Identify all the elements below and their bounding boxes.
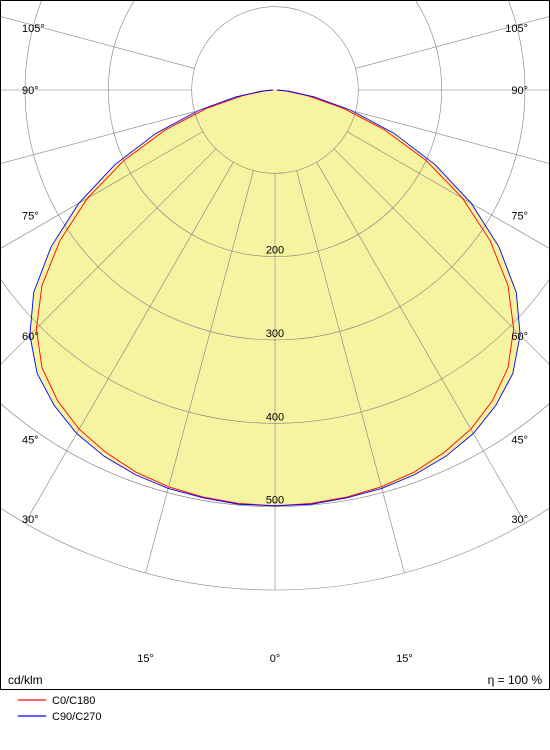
angle-label: 75° <box>22 210 39 222</box>
angle-label: 90° <box>511 85 528 97</box>
radial-label: 200 <box>266 245 284 257</box>
radial-label: 300 <box>266 328 284 340</box>
angle-label: 30° <box>511 514 528 526</box>
radial-label: 500 <box>266 495 284 507</box>
plot-area: 200 300 400 500 <box>0 0 550 690</box>
angle-label: 60° <box>511 331 528 343</box>
polar-chart-svg: 200 300 400 500 105° 90° 75° 60° 45° 30° 15° 0° 15° 3… <box>0 0 550 750</box>
polar-chart-container: 200 300 400 500 105° 90° 75° 60° 45° 30° 15° 0° 15° 3… <box>0 0 550 750</box>
angle-label: 15° <box>137 653 154 665</box>
angle-label: 0° <box>270 653 281 665</box>
unit-label: cd/klm <box>8 673 43 687</box>
efficiency-label: η = 100 % <box>488 673 543 687</box>
angle-label: 60° <box>22 331 39 343</box>
angle-label: 90° <box>22 85 39 97</box>
angle-label: 105° <box>505 23 528 35</box>
angle-label: 105° <box>22 23 45 35</box>
angle-label: 30° <box>22 514 39 526</box>
legend-label: C0/C180 <box>52 695 95 707</box>
radial-label: 400 <box>266 411 284 423</box>
angle-label: 15° <box>396 653 413 665</box>
angle-label: 45° <box>22 435 39 447</box>
angle-label: 75° <box>511 210 528 222</box>
angle-label: 45° <box>511 435 528 447</box>
legend-label: C90/C270 <box>52 711 102 723</box>
